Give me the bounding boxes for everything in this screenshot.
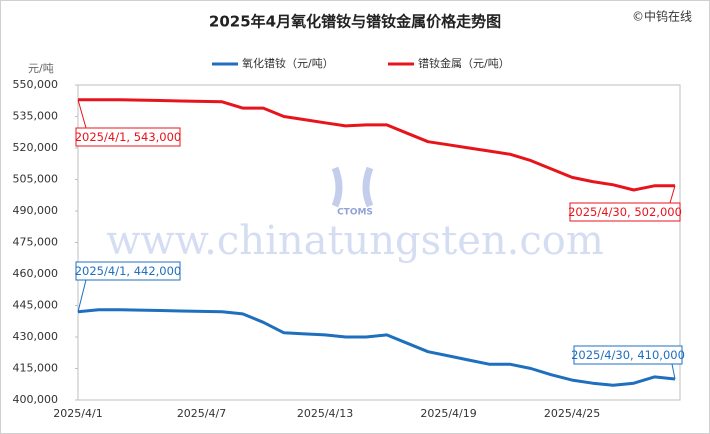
y-tick-label: 445,000: [13, 299, 59, 312]
annotation-box: [75, 127, 181, 147]
y-tick-label: 475,000: [13, 236, 59, 249]
x-tick-label: 2025/4/25: [544, 407, 600, 420]
y-tick-label: 400,000: [13, 393, 59, 406]
watermark: www.chinatungsten.com: [106, 218, 604, 264]
y-tick-label: 535,000: [13, 110, 59, 123]
annotation-leader: [77, 99, 87, 129]
logo-text: CTOMS: [337, 208, 373, 218]
x-tick-label: 2025/4/19: [420, 407, 476, 420]
legend-label: 氧化镨钕（元/吨）: [242, 56, 334, 70]
annotation-leader: [671, 363, 676, 380]
annotation: 2025/4/1, 543,000: [75, 130, 182, 144]
y-tick-label: 520,000: [13, 141, 59, 154]
x-tick-label: 2025/4/13: [297, 407, 353, 420]
annotation-leader: [669, 185, 676, 204]
y-tick-label: 415,000: [13, 362, 59, 375]
y-tick-label: 460,000: [13, 267, 59, 280]
y-axis-label: 元/吨: [28, 62, 54, 75]
y-tick-label: 505,000: [13, 173, 59, 186]
series-line: [78, 98, 675, 192]
y-tick-label: 550,000: [13, 78, 59, 91]
x-tick-label: 2025/4/7: [177, 407, 226, 420]
annotation: 2025/4/30, 410,000: [571, 348, 685, 362]
copyright: ©中钨在线: [632, 9, 692, 24]
logo: [331, 166, 374, 208]
annotation: 2025/4/30, 502,000: [568, 205, 682, 219]
chart-title: 2025年4月氧化镨钕与镨钕金属价格走势图: [209, 13, 501, 31]
annotation-box: [573, 345, 683, 365]
annotation: 2025/4/1, 442,000: [75, 264, 182, 278]
legend-label: 镨钕金属（元/吨）: [418, 56, 510, 70]
annotation-box: [75, 261, 181, 281]
annotation-box: [569, 202, 681, 222]
y-tick-label: 430,000: [13, 330, 59, 343]
x-tick-label: 2025/4/1: [53, 407, 102, 420]
annotation-leader: [77, 279, 87, 312]
series-line: [77, 308, 676, 387]
y-tick-label: 490,000: [13, 204, 59, 217]
